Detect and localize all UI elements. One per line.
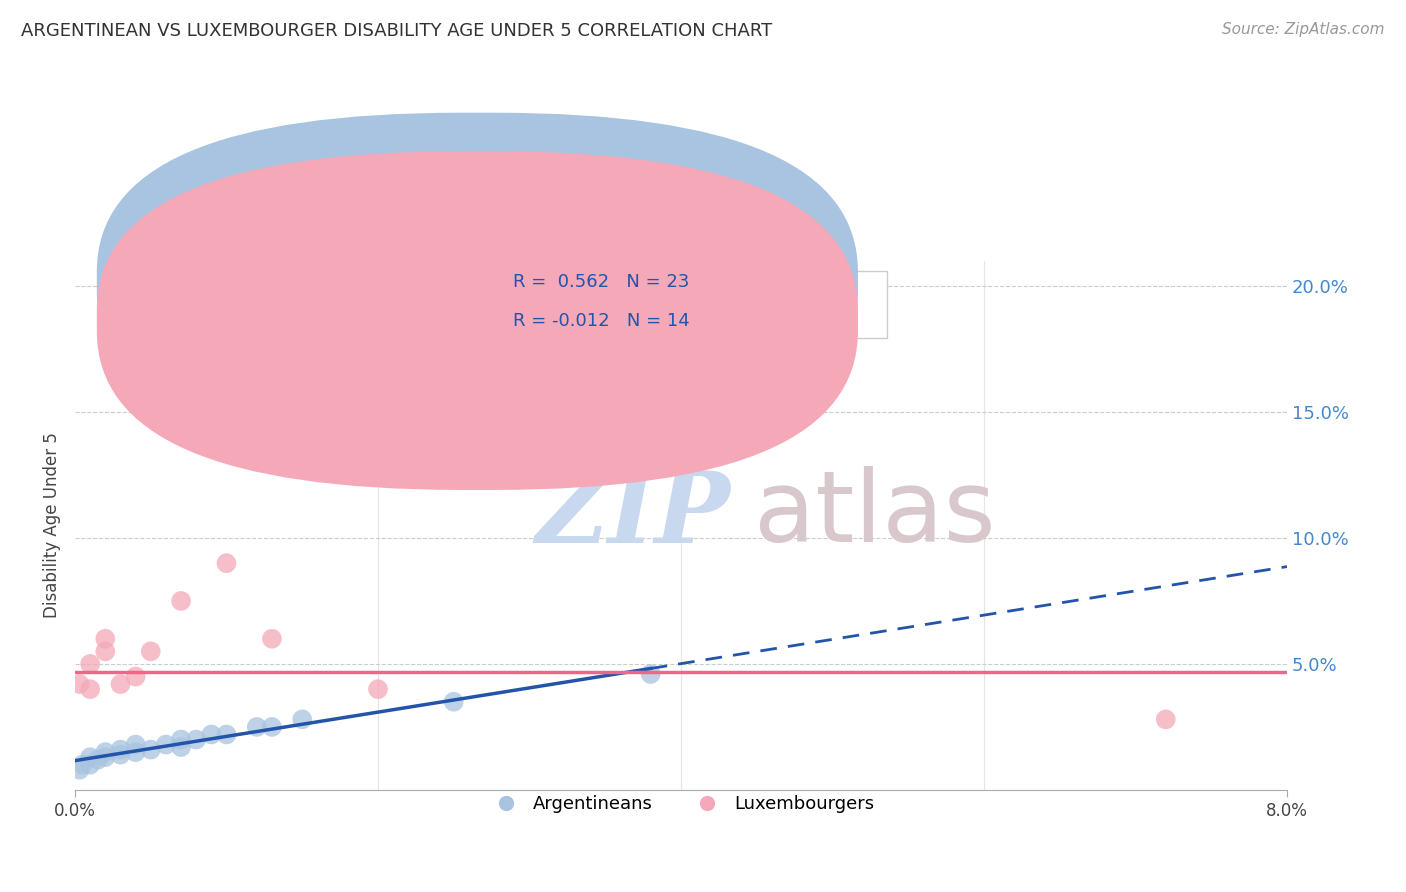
Text: ZIP: ZIP xyxy=(536,467,731,563)
Point xyxy=(110,677,132,691)
Point xyxy=(200,727,222,741)
Point xyxy=(170,594,193,608)
Point xyxy=(367,682,389,697)
Point xyxy=(94,632,117,646)
Point xyxy=(110,747,132,762)
Text: R = -0.012   N = 14: R = -0.012 N = 14 xyxy=(513,311,689,330)
FancyBboxPatch shape xyxy=(97,112,858,451)
Point xyxy=(215,727,238,741)
Y-axis label: Disability Age Under 5: Disability Age Under 5 xyxy=(44,433,60,618)
Point xyxy=(124,745,146,759)
Point xyxy=(291,712,314,726)
Text: atlas: atlas xyxy=(754,467,995,563)
Point xyxy=(79,682,101,697)
Point xyxy=(139,644,162,658)
Point xyxy=(170,740,193,755)
FancyBboxPatch shape xyxy=(97,152,858,490)
Text: Source: ZipAtlas.com: Source: ZipAtlas.com xyxy=(1222,22,1385,37)
Point xyxy=(215,556,238,570)
Point xyxy=(94,644,117,658)
Point xyxy=(155,738,177,752)
Point xyxy=(139,742,162,756)
Point xyxy=(79,750,101,764)
Point xyxy=(72,757,94,772)
Point xyxy=(260,720,283,734)
Point xyxy=(110,742,132,756)
Point xyxy=(260,632,283,646)
Text: R =  0.562   N = 23: R = 0.562 N = 23 xyxy=(513,273,689,291)
Point xyxy=(640,667,662,681)
Point xyxy=(1154,712,1177,726)
Point xyxy=(87,753,110,767)
Legend: Argentineans, Luxembourgers: Argentineans, Luxembourgers xyxy=(481,789,882,821)
Point xyxy=(291,342,314,356)
Point xyxy=(69,763,91,777)
Point xyxy=(170,732,193,747)
Point xyxy=(94,750,117,764)
Text: ARGENTINEAN VS LUXEMBOURGER DISABILITY AGE UNDER 5 CORRELATION CHART: ARGENTINEAN VS LUXEMBOURGER DISABILITY A… xyxy=(21,22,772,40)
Point xyxy=(443,695,465,709)
Point xyxy=(94,745,117,759)
Point xyxy=(79,657,101,671)
Point xyxy=(186,732,208,747)
FancyBboxPatch shape xyxy=(439,271,887,337)
Point xyxy=(79,757,101,772)
Point xyxy=(69,677,91,691)
Point xyxy=(246,720,269,734)
Point xyxy=(124,738,146,752)
Point xyxy=(124,669,146,683)
